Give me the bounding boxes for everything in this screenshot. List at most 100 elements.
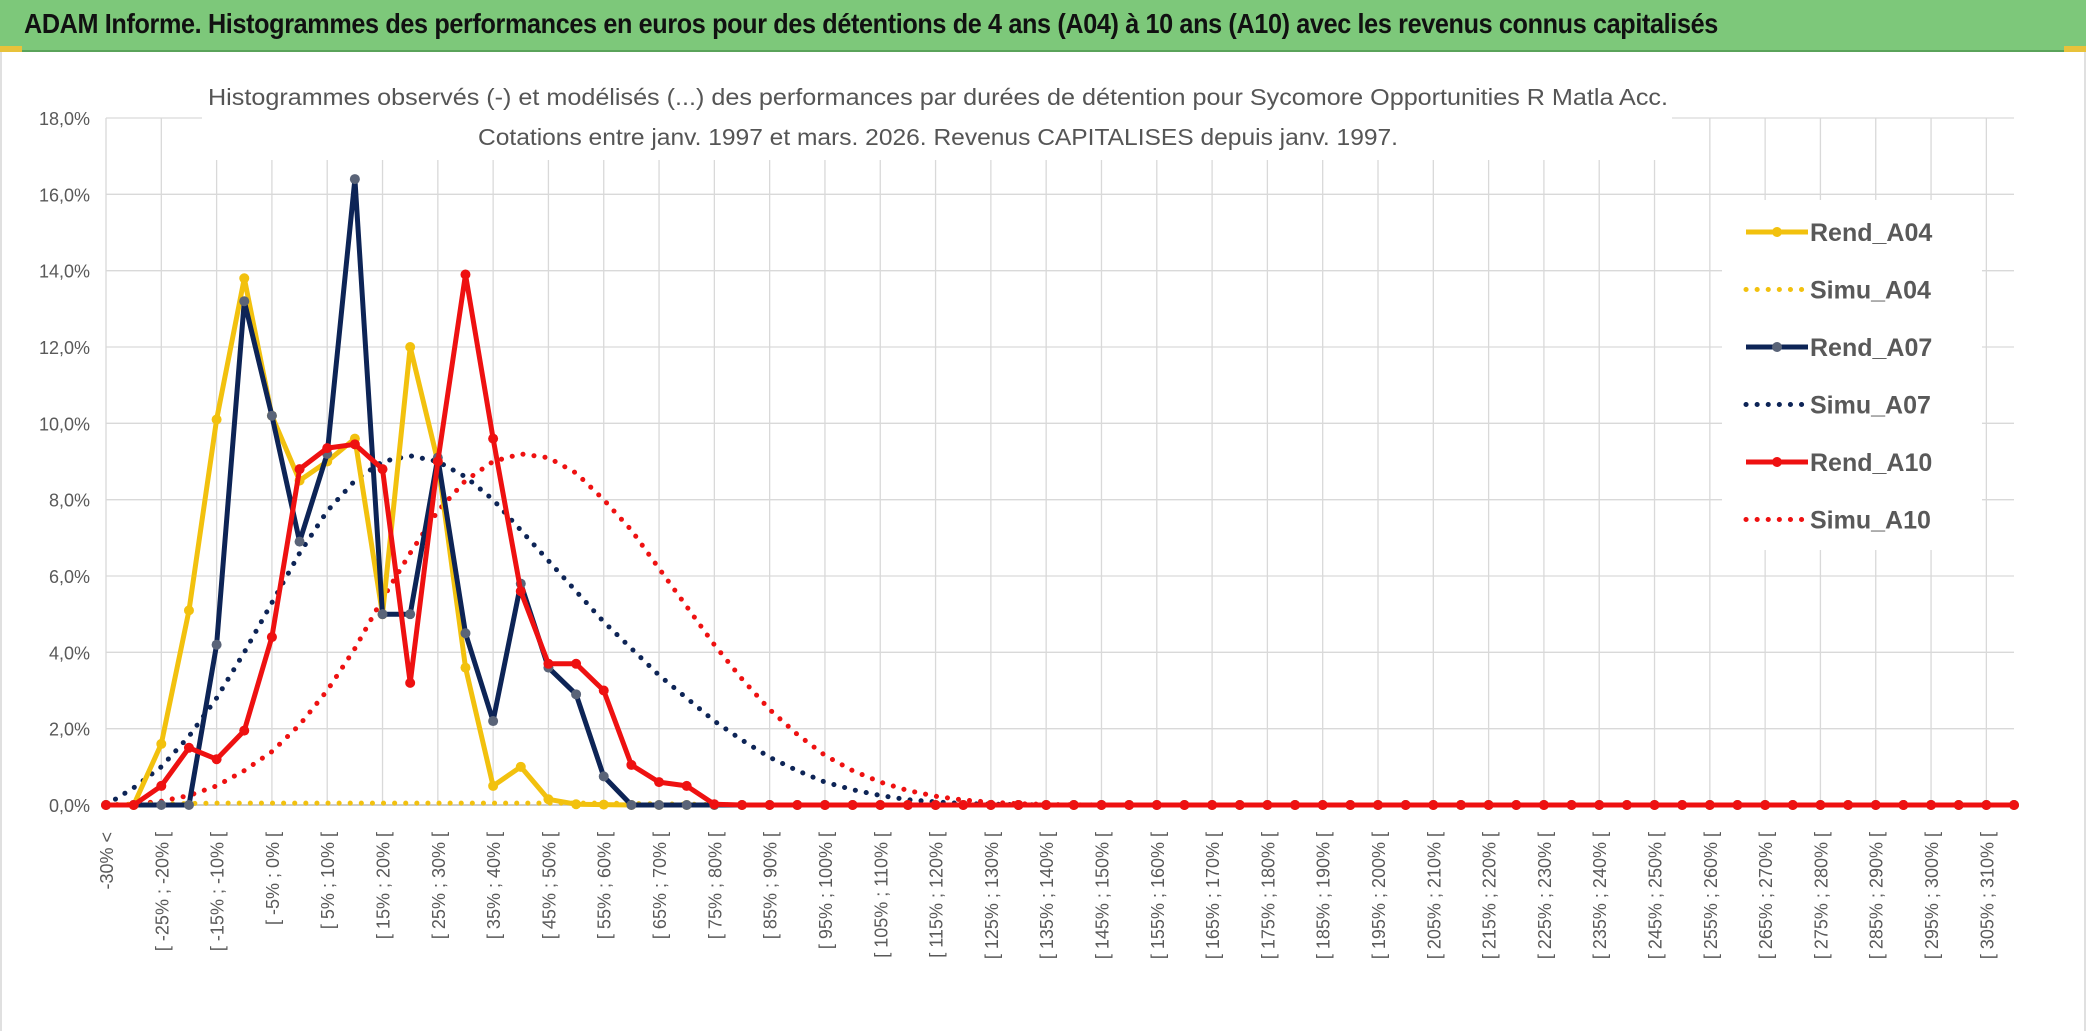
x-tick-label: [ -15% ; -10% [ bbox=[208, 832, 228, 951]
x-tick-label: [ 65% ; 70% [ bbox=[650, 832, 670, 939]
data-point-rend-a10 bbox=[1566, 800, 1577, 810]
data-point-rend-a04 bbox=[405, 342, 416, 352]
data-point-rend-a07 bbox=[239, 296, 250, 307]
data-point-rend-a10 bbox=[902, 800, 913, 810]
data-point-rend-a10 bbox=[1455, 800, 1466, 810]
x-tick-label: [ 165% ; 170% [ bbox=[1203, 832, 1223, 959]
data-point-rend-a07 bbox=[654, 800, 665, 810]
data-point-rend-a07 bbox=[571, 689, 582, 700]
data-point-rend-a10 bbox=[792, 800, 803, 810]
data-point-rend-a10 bbox=[764, 800, 775, 810]
data-point-rend-a10 bbox=[1400, 800, 1411, 810]
data-point-rend-a10 bbox=[1511, 800, 1522, 810]
data-point-rend-a07 bbox=[377, 609, 388, 620]
banner-corner-left bbox=[0, 46, 22, 52]
x-tick-label: [ 125% ; 130% [ bbox=[982, 832, 1002, 959]
y-tick-label: 14,0% bbox=[39, 262, 90, 282]
data-point-rend-a04 bbox=[156, 738, 167, 749]
title-banner: ADAM Informe. Histogrammes des performan… bbox=[0, 0, 2086, 52]
data-point-rend-a10 bbox=[1953, 800, 1964, 810]
data-point-rend-a10 bbox=[1760, 800, 1771, 810]
data-point-rend-a07 bbox=[488, 716, 499, 727]
data-point-rend-a10 bbox=[294, 464, 305, 475]
data-point-rend-a10 bbox=[875, 800, 886, 810]
data-point-rend-a10 bbox=[1179, 800, 1190, 810]
x-tick-label: [ 105% ; 110% [ bbox=[871, 832, 891, 958]
data-point-rend-a10 bbox=[1898, 800, 1909, 810]
data-point-rend-a07 bbox=[460, 628, 471, 639]
data-point-rend-a10 bbox=[626, 759, 637, 770]
data-point-rend-a07 bbox=[598, 771, 609, 782]
legend-label: Simu_A07 bbox=[1810, 392, 1931, 420]
series-lines bbox=[101, 174, 2019, 810]
data-point-rend-a04 bbox=[598, 799, 609, 810]
data-point-rend-a10 bbox=[571, 658, 582, 669]
data-point-rend-a10 bbox=[1124, 800, 1135, 810]
data-point-rend-a10 bbox=[349, 439, 360, 450]
data-point-rend-a10 bbox=[1151, 800, 1162, 810]
data-point-rend-a10 bbox=[958, 800, 969, 810]
chart-frame: 0,0% 2,0% 4,0% 6,0% 8,0% 10,0% 12,0% 14,0% 16,0%… bbox=[0, 52, 2086, 1031]
data-point-rend-a10 bbox=[2009, 800, 2019, 810]
y-tick-label: 0,0% bbox=[49, 796, 90, 816]
data-point-rend-a10 bbox=[819, 800, 830, 810]
data-point-rend-a10 bbox=[1345, 800, 1356, 810]
data-point-rend-a10 bbox=[709, 799, 720, 810]
data-point-rend-a10 bbox=[515, 586, 526, 597]
chart-title-background bbox=[202, 76, 1672, 160]
x-tick-label: [ 115% ; 120% [ bbox=[927, 832, 947, 958]
data-point-rend-a10 bbox=[128, 800, 139, 810]
data-point-rend-a10 bbox=[1787, 800, 1798, 810]
data-point-rend-a07 bbox=[405, 609, 416, 620]
x-tick-label: [ 195% ; 200% [ bbox=[1369, 832, 1389, 959]
data-point-rend-a10 bbox=[1207, 800, 1218, 810]
y-tick-label: 12,0% bbox=[39, 338, 90, 358]
x-tick-label: [ 35% ; 40% [ bbox=[484, 832, 504, 939]
data-point-rend-a10 bbox=[1649, 800, 1660, 810]
data-point-rend-a04 bbox=[211, 414, 222, 425]
data-point-rend-a04 bbox=[239, 273, 250, 284]
y-axis: 0,0% 2,0% 4,0% 6,0% 8,0% 10,0% 12,0% 14,0% 16,0%… bbox=[39, 109, 90, 816]
data-point-rend-a07 bbox=[294, 536, 305, 547]
data-point-rend-a10 bbox=[211, 754, 222, 765]
y-tick-label: 6,0% bbox=[49, 567, 90, 587]
x-tick-label: [ 285% ; 290% [ bbox=[1867, 832, 1887, 959]
data-point-rend-a07 bbox=[626, 800, 637, 810]
report-title: ADAM Informe. Histogrammes des performan… bbox=[24, 8, 1718, 39]
x-tick-label: -30% < bbox=[97, 832, 117, 890]
legend-marker bbox=[1772, 227, 1782, 237]
x-tick-label: [ 265% ; 270% [ bbox=[1756, 832, 1776, 959]
y-tick-label: 10,0% bbox=[39, 414, 90, 434]
legend: Rend_A04 Simu_A04 Rend_A07 Simu_A07 Rend_A10… bbox=[1722, 200, 1982, 550]
x-tick-label: [ -25% ; -20% [ bbox=[152, 832, 172, 951]
legend-background bbox=[1722, 200, 1982, 550]
y-tick-label: 8,0% bbox=[49, 491, 90, 511]
data-point-rend-a10 bbox=[737, 800, 747, 810]
data-point-rend-a10 bbox=[1677, 800, 1688, 810]
data-point-rend-a10 bbox=[930, 800, 941, 810]
data-point-rend-a10 bbox=[377, 464, 388, 475]
data-point-rend-a07 bbox=[349, 174, 360, 185]
data-point-rend-a10 bbox=[460, 269, 471, 280]
legend-label: Rend_A10 bbox=[1810, 449, 1932, 477]
data-point-rend-a10 bbox=[1981, 800, 1992, 810]
data-point-rend-a10 bbox=[1317, 800, 1328, 810]
data-point-rend-a07 bbox=[156, 800, 167, 810]
x-axis: -30% < [ -25% ; -20% [[ -15% ; -10% [[ -5… bbox=[97, 804, 2014, 959]
data-point-rend-a10 bbox=[1732, 800, 1743, 810]
data-point-rend-a10 bbox=[1926, 800, 1937, 810]
series-line-rend-a10 bbox=[106, 272, 2014, 808]
y-tick-label: 16,0% bbox=[39, 185, 90, 205]
chart-title-line2: Cotations entre janv. 1997 et mars. 2026… bbox=[478, 124, 1398, 150]
x-tick-label: [ 155% ; 160% [ bbox=[1148, 832, 1168, 959]
x-tick-label: [ 55% ; 60% [ bbox=[595, 832, 615, 939]
data-point-rend-a10 bbox=[543, 658, 554, 669]
data-point-rend-a07 bbox=[681, 800, 692, 810]
x-tick-label: [ 255% ; 260% [ bbox=[1701, 832, 1721, 959]
data-point-rend-a07 bbox=[183, 800, 194, 810]
data-point-rend-a10 bbox=[1290, 800, 1301, 810]
data-point-rend-a10 bbox=[1013, 800, 1024, 810]
data-point-rend-a10 bbox=[156, 780, 167, 791]
data-point-rend-a10 bbox=[1538, 800, 1549, 810]
data-point-rend-a04 bbox=[571, 799, 582, 810]
